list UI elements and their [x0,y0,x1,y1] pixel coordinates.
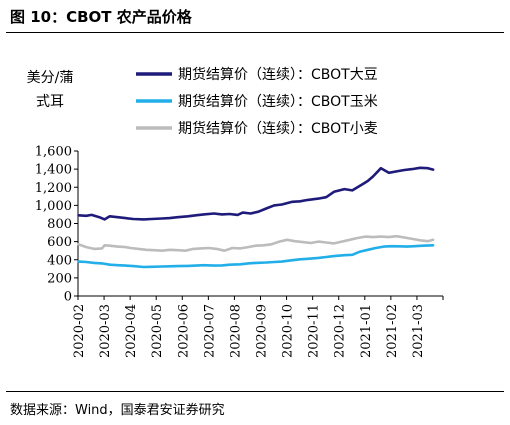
x-tick-label: 2020-05 [150,304,165,358]
top-rule [6,32,504,33]
legend-label: 期货结算价（连续）：CBOT大豆 [178,66,378,83]
legend: 期货结算价（连续）：CBOT大豆期货结算价（连续）：CBOT玉米期货结算价（连续… [136,66,378,137]
y-tick-label: 1,200 [35,181,72,196]
x-tick-label: 2020-11 [307,304,322,358]
source-note: 数据来源：Wind，国泰君安证券研究 [10,403,225,418]
y-tick-label: 400 [47,253,72,268]
x-tick-label: 2020-07 [202,304,217,358]
figure-title: 图 10：CBOT 农产品价格 [10,8,192,26]
y-axis-label: 美分/蒲式耳 [26,70,74,110]
series-line [77,244,435,269]
series-layer [77,166,435,269]
x-tick-label: 2020-08 [228,304,243,358]
series-line [77,166,435,221]
x-tick-label: 2020-04 [124,304,139,358]
y-tick-label: 1,400 [35,163,72,178]
legend-label: 期货结算价（连续）：CBOT小麦 [178,120,378,137]
x-tick-label: 2021-01 [359,304,374,358]
y-tick-label: 1,000 [35,199,72,214]
y-tick-label: 200 [47,271,72,286]
y-tick-label: 1,600 [35,145,72,160]
axes: 0 200 400 600 800 1,000 1,200 1,400 1,600 2020-02… [35,145,444,358]
x-tick-label: 2021-02 [385,304,400,358]
legend-label: 期货结算价（连续）：CBOT玉米 [178,93,378,110]
x-tick-label: 2020-06 [176,304,191,358]
line-chart: 0 200 400 600 800 1,000 1,200 1,400 1,600 2020-02… [35,66,444,358]
x-tick-label: 2021-03 [411,304,426,358]
y-tick-label: 800 [47,217,72,232]
x-tick-label: 2020-03 [98,304,113,358]
y-tick-label: 600 [47,235,72,250]
bottom-rule [6,391,504,392]
x-tick-label: 2020-10 [281,304,296,358]
x-tick-label: 2020-02 [72,304,87,358]
x-tick-label: 2020-12 [333,304,348,358]
series-line [77,234,435,252]
y-tick-label: 0 [64,290,72,305]
x-tick-label: 2020-09 [255,304,270,358]
